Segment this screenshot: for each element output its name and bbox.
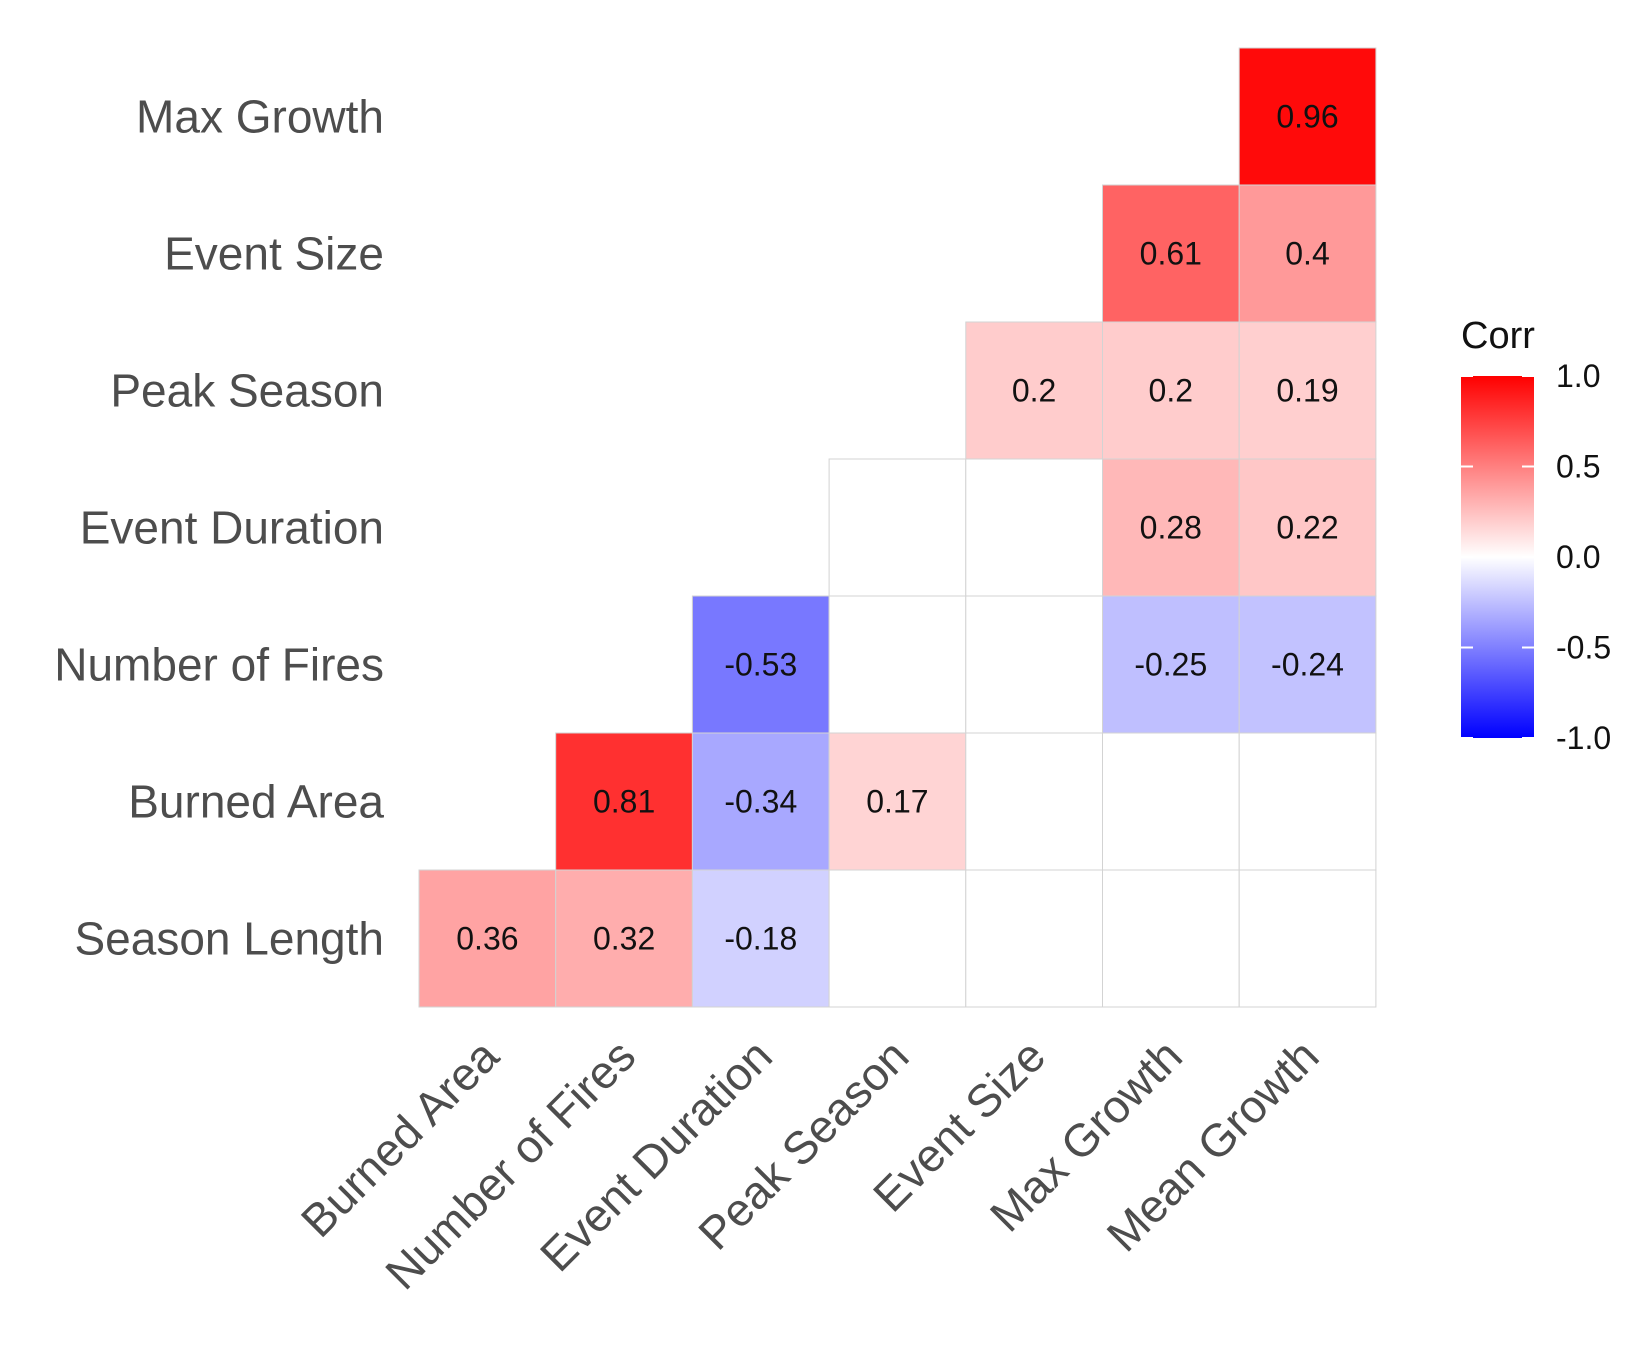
y-axis-tick-label: Season Length xyxy=(75,913,385,965)
heatmap-cell xyxy=(1102,732,1240,871)
y-axis-tick-label: Burned Area xyxy=(128,776,384,828)
heatmap-cell xyxy=(965,732,1103,871)
cell-value-label: 0.22 xyxy=(1276,510,1338,546)
heatmap-cell xyxy=(691,732,830,871)
heatmap-cell xyxy=(1238,47,1377,186)
color-legend: Corr 1.0 0.5 0.0 -0.5 -1.0 xyxy=(1461,315,1611,756)
heatmap-cell xyxy=(828,458,967,597)
heatmap-cell xyxy=(828,595,967,734)
heatmap-cell xyxy=(1102,184,1240,323)
cell-value-label: -0.18 xyxy=(724,921,797,957)
cell-value-label: 0.4 xyxy=(1285,236,1329,272)
heatmap-cell xyxy=(1238,732,1377,871)
x-axis-tick-label: Number of Fires xyxy=(375,1029,645,1299)
heatmap-cell xyxy=(691,595,830,734)
heatmap-cell xyxy=(828,869,967,1008)
heatmap-cell xyxy=(555,869,693,1008)
cell-value-label: -0.53 xyxy=(724,647,797,683)
legend-tick-label: 0.5 xyxy=(1556,449,1600,485)
cell-value-label: -0.24 xyxy=(1271,647,1344,683)
heatmap-cell xyxy=(555,732,693,871)
cell-value-label: -0.34 xyxy=(724,784,797,820)
cell-value-label: 0.61 xyxy=(1140,236,1202,272)
legend-tick-label: 0.0 xyxy=(1556,539,1600,575)
heatmap-cell xyxy=(1102,321,1240,460)
heatmap-cell xyxy=(1238,458,1377,597)
legend-tick-label: 1.0 xyxy=(1556,358,1600,394)
cell-value-label: 0.19 xyxy=(1276,373,1338,409)
heatmap-cell xyxy=(418,869,557,1008)
heatmap-cell xyxy=(965,458,1103,597)
y-axis-tick-label: Peak Season xyxy=(110,365,384,417)
cell-value-label: 0.36 xyxy=(456,921,518,957)
cell-value-label: 0.32 xyxy=(593,921,655,957)
heatmap-cell xyxy=(1238,184,1377,323)
cell-value-label: 0.96 xyxy=(1276,99,1338,135)
heatmap-cell-labels: 0.36 0.32 -0.18 0.81 -0.34 0.17 -0.53 -0.25 -0.2… xyxy=(456,99,1344,957)
heatmap-cell xyxy=(828,732,967,871)
legend-tick-label: -1.0 xyxy=(1556,720,1611,756)
heatmap-cell xyxy=(1238,595,1377,734)
heatmap-cells xyxy=(418,47,1377,1008)
cell-value-label: -0.25 xyxy=(1134,647,1207,683)
y-axis-tick-label: Event Size xyxy=(164,228,384,280)
heatmap-cell xyxy=(1102,869,1240,1008)
heatmap-cell xyxy=(1102,595,1240,734)
cell-value-label: 0.81 xyxy=(593,784,655,820)
heatmap-cell xyxy=(965,321,1103,460)
y-axis-tick-label: Event Duration xyxy=(80,502,384,554)
y-axis-tick-label: Max Growth xyxy=(136,91,384,143)
y-axis-tick-label: Number of Fires xyxy=(54,639,384,691)
heatmap-cell xyxy=(1238,869,1377,1008)
cell-value-label: 0.2 xyxy=(1149,373,1193,409)
x-axis-tick-label: Event Duration xyxy=(530,1029,782,1281)
y-axis-labels: Season Length Burned Area Number of Fires E… xyxy=(54,91,384,965)
legend-title: Corr xyxy=(1461,315,1535,357)
legend-color-bar xyxy=(1461,376,1534,738)
cell-value-label: 0.2 xyxy=(1012,373,1056,409)
heatmap-cell xyxy=(965,595,1103,734)
legend-tick-label: -0.5 xyxy=(1556,630,1611,666)
cell-value-label: 0.28 xyxy=(1140,510,1202,546)
heatmap-cell xyxy=(1102,458,1240,597)
heatmap-cell xyxy=(965,869,1103,1008)
cell-value-label: 0.17 xyxy=(866,784,928,820)
